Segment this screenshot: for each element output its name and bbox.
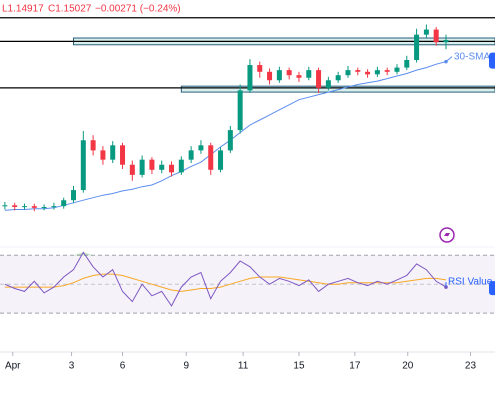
x-tick-label: 9	[183, 361, 189, 372]
sma-label: 30-SMA	[454, 51, 490, 62]
candle-body	[443, 39, 449, 43]
candle-body	[276, 70, 282, 81]
candle-body	[325, 80, 331, 88]
x-tick-label: Apr	[5, 361, 21, 372]
rsi-label: RSI Value	[448, 277, 493, 288]
header-change: −0.00271 (−0.24%)	[95, 4, 181, 15]
candle-body	[178, 159, 184, 173]
x-tick-label: 6	[120, 361, 126, 372]
rsi-line	[4, 251, 447, 307]
candle-body	[100, 150, 106, 160]
candle-body	[149, 159, 155, 170]
candle-body	[208, 145, 214, 170]
candle-body	[90, 140, 96, 151]
header: L1.14917 C1.15027 −0.00271 (−0.24%)	[2, 4, 181, 15]
candle-body	[345, 70, 351, 76]
candle-body	[22, 206, 28, 208]
candle-body	[423, 29, 429, 35]
candle-body	[218, 150, 224, 170]
sma-label-leader	[445, 56, 453, 63]
candle-body	[335, 75, 341, 81]
candle-body	[316, 70, 322, 88]
candle-body	[394, 67, 400, 72]
candle-body	[286, 70, 292, 76]
candle-body	[257, 65, 263, 72]
candle-body	[159, 164, 165, 170]
x-tick-label: 20	[402, 361, 414, 372]
candle-body	[365, 71, 371, 75]
candle-body	[139, 159, 145, 175]
candle-body	[51, 206, 57, 208]
candle-body	[296, 75, 302, 78]
candle-body	[267, 71, 273, 81]
candle-body	[110, 145, 116, 160]
rsi-ma-line	[4, 273, 447, 292]
candle-body	[120, 145, 126, 165]
candle-body	[41, 206, 47, 208]
candle-body	[355, 70, 361, 72]
candle-body	[306, 70, 312, 78]
candle-body	[227, 130, 233, 151]
candle-body	[129, 164, 135, 175]
sma-line	[4, 61, 447, 211]
candle-body	[71, 190, 77, 201]
candle-body	[433, 29, 439, 43]
header-low: L1.14917	[2, 4, 44, 15]
alert-icon[interactable]	[439, 227, 455, 243]
candle-body	[80, 140, 86, 191]
candle-body	[198, 145, 204, 151]
candle-body	[374, 70, 380, 75]
candle-body	[404, 59, 410, 68]
candle-body	[188, 150, 194, 160]
x-tick-label: 11	[238, 361, 249, 372]
x-tick-label: 17	[349, 361, 361, 372]
candle-body	[237, 90, 243, 131]
rsi-overbought-fill	[73, 252, 94, 256]
candle-body	[2, 205, 8, 207]
candle-body	[384, 70, 390, 72]
candle-body	[169, 164, 175, 173]
x-tick-label: 3	[69, 361, 75, 372]
candle-body	[31, 206, 37, 208]
rsi-value-tag	[489, 281, 495, 296]
x-tick-label: 15	[293, 361, 305, 372]
candle-body	[247, 65, 253, 91]
x-tick-label: 23	[465, 361, 477, 372]
candle-body	[414, 34, 420, 60]
candle-body	[61, 200, 67, 207]
candle-body	[12, 205, 18, 207]
sma-price-tag	[489, 52, 495, 69]
alert-icon-bolt	[444, 230, 450, 240]
header-close: C1.15027	[48, 4, 92, 15]
